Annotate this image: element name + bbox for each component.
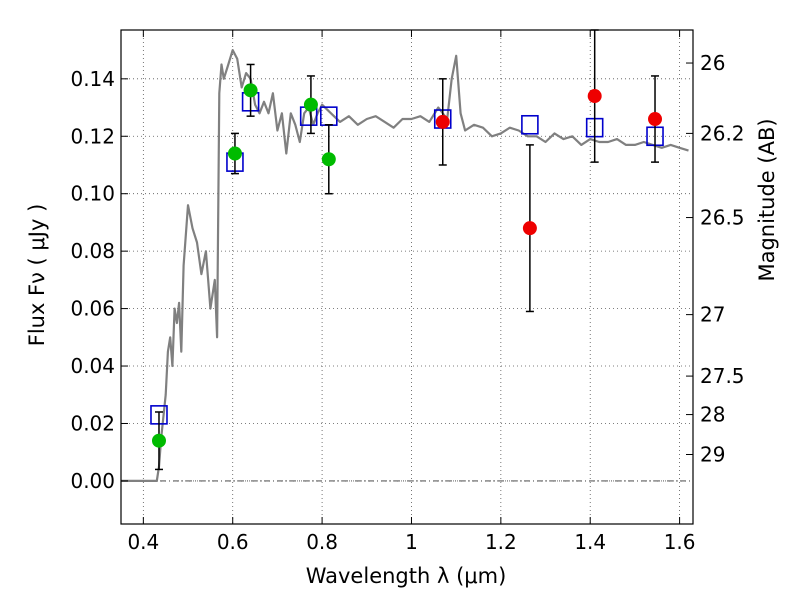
y-tick-label: 0.14 xyxy=(70,67,115,91)
plot-area xyxy=(121,29,689,482)
x-tick-label: 0.6 xyxy=(217,530,249,554)
y-axis-label: Flux Fν ( μJy ) xyxy=(25,204,49,347)
model-flux-box xyxy=(521,114,539,135)
y-tick-label: 0.04 xyxy=(70,354,115,378)
y-tick-label: 0.10 xyxy=(70,182,115,206)
y-tick-label: 0.02 xyxy=(70,411,115,435)
x-tick-label: 1.6 xyxy=(664,530,696,554)
right-tick-label: 29 xyxy=(700,442,725,466)
right-tick-label: 26.5 xyxy=(700,206,745,230)
x-tick-label: 0.8 xyxy=(306,530,338,554)
red-data-point xyxy=(587,89,602,104)
x-tick-label: 1.4 xyxy=(574,530,606,554)
ticks: 0.4 0.6 0.8 1 1.2 1.4 1.6 0.00 0.02 0.04 0.06 0.08 0… xyxy=(70,30,745,554)
y-tick-label: 0.12 xyxy=(70,124,115,148)
green-data-point xyxy=(321,152,336,167)
green-data-point xyxy=(151,433,166,448)
right-tick-label: 26 xyxy=(700,51,725,75)
right-axis-label: Magnitude (AB) xyxy=(755,118,779,281)
green-data-point xyxy=(243,83,258,98)
template-spectrum-line xyxy=(121,48,689,482)
x-tick-label: 1.2 xyxy=(485,530,517,554)
right-tick-label: 27 xyxy=(700,303,725,327)
plot-frame xyxy=(120,29,694,525)
red-data-point xyxy=(648,112,663,127)
x-axis-label: Wavelength λ (μm) xyxy=(306,564,507,588)
right-tick-label: 28 xyxy=(700,403,725,427)
grid xyxy=(121,30,693,524)
y-tick-label: 0.00 xyxy=(70,469,115,493)
x-tick-label: 0.4 xyxy=(127,530,159,554)
y-tick-label: 0.08 xyxy=(70,239,115,263)
red-data-point xyxy=(522,221,537,236)
x-tick-label: 1 xyxy=(405,530,418,554)
green-data-point xyxy=(303,97,318,112)
right-tick-label: 26.2 xyxy=(700,121,745,145)
green-data-point xyxy=(227,146,242,161)
red-data-point xyxy=(435,114,450,129)
y-tick-label: 0.06 xyxy=(70,297,115,321)
right-tick-label: 27.5 xyxy=(700,364,745,388)
